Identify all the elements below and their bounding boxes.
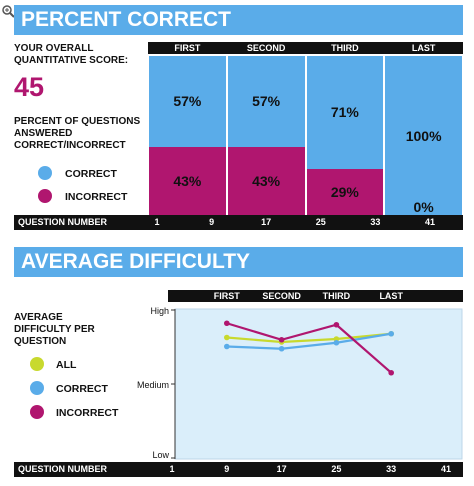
series-incorrect-point-2 xyxy=(333,321,340,328)
bar-x-tick-1: 1 xyxy=(154,217,160,227)
line-header-third: THIRD xyxy=(322,291,351,301)
bar-header-second: SECOND xyxy=(246,43,286,53)
line-x-tick-41: 41 xyxy=(440,464,451,474)
question-number-bar-1 xyxy=(14,215,463,230)
series-all-point-0 xyxy=(224,334,230,341)
pct-label-2: ANSWERED xyxy=(14,128,73,139)
y-label-low: Low xyxy=(152,450,169,460)
line-x-tick-17: 17 xyxy=(276,464,287,474)
series-correct-line xyxy=(226,332,392,350)
series-all-line xyxy=(226,332,392,344)
diff-label-1: AVERAGE xyxy=(14,312,63,323)
percent-correct-banner: PERCENT CORRECT xyxy=(14,5,463,35)
bar-header-third: THIRD xyxy=(331,43,359,53)
legend-correct-label: CORRECT xyxy=(65,168,117,180)
legend-all-swatch xyxy=(30,357,44,371)
line-header-second: SECOND xyxy=(262,291,301,301)
line-x-tick-25: 25 xyxy=(331,464,342,474)
series-correct-point-1 xyxy=(278,345,285,352)
line-header-last: LAST xyxy=(379,291,403,301)
diff-label-3: QUESTION xyxy=(14,336,67,347)
bar-x-tick-25: 25 xyxy=(315,217,326,227)
legend-correct-swatch xyxy=(38,166,52,180)
question-number-bar-2 xyxy=(14,462,463,477)
bar-incorrect-first: 43% xyxy=(149,146,226,215)
line-chart: High Medium Low xyxy=(137,306,463,460)
pct-label-3: CORRECT/INCORRECT xyxy=(14,140,126,151)
line-x-tick-9: 9 xyxy=(224,464,230,474)
series-incorrect-point-0 xyxy=(224,320,230,327)
line-x-tick-33: 33 xyxy=(386,464,397,474)
bar-x-tick-17: 17 xyxy=(261,217,272,227)
bar-incorrect-second: 43% xyxy=(227,146,305,215)
series-incorrect-line xyxy=(226,322,392,374)
legend-incorrect2-label: INCORRECT xyxy=(56,407,119,419)
series-correct-point-0 xyxy=(224,343,230,350)
bar-incorrect-third: 29% xyxy=(306,168,384,215)
bar-incorrect-last: 0% xyxy=(413,199,434,215)
legend-all-label: ALL xyxy=(56,359,77,371)
score-value: 45 xyxy=(14,72,45,102)
score-label-1: YOUR OVERALL xyxy=(14,43,94,54)
y-label-high: High xyxy=(150,306,169,316)
bar-chart-header xyxy=(148,42,463,54)
legend-correct2-label: CORRECT xyxy=(56,383,108,395)
bar-correct-first: 57% xyxy=(149,56,226,147)
bar-x-tick-9: 9 xyxy=(209,217,215,227)
average-difficulty-banner: AVERAGE DIFFICULTY xyxy=(14,247,463,277)
legend-correct2-swatch xyxy=(30,381,44,395)
bar-chart-plot: 57% 43% 57% 43% 71% 29% 100% 0% xyxy=(148,56,463,215)
pct-label-1: PERCENT OF QUESTIONS xyxy=(14,116,141,127)
question-number-label-2: QUESTION NUMBER xyxy=(18,464,108,474)
series-correct-point-3 xyxy=(388,330,395,337)
series-correct-point-2 xyxy=(333,339,340,346)
zoom-icon[interactable] xyxy=(1,4,15,18)
bar-correct-second: 57% xyxy=(227,56,305,147)
bar-correct-third: 71% xyxy=(306,56,384,169)
y-label-medium: Medium xyxy=(137,380,169,390)
line-x-tick-1: 1 xyxy=(169,464,175,474)
legend-incorrect-label: INCORRECT xyxy=(65,191,128,203)
bar-x-tick-41: 41 xyxy=(424,217,435,227)
bar-x-tick-33: 33 xyxy=(370,217,381,227)
bar-correct-last: 100% xyxy=(385,56,462,215)
legend-incorrect2-swatch xyxy=(30,405,44,419)
question-number-label-1: QUESTION NUMBER xyxy=(18,217,108,227)
line-header-first: FIRST xyxy=(213,291,240,301)
bar-header-last: LAST xyxy=(411,43,436,53)
series-incorrect-point-3 xyxy=(388,369,395,376)
bar-header-first: FIRST xyxy=(174,43,201,53)
line-plot-area xyxy=(174,308,463,460)
score-label-2: QUANTITATIVE SCORE: xyxy=(14,55,129,66)
diff-label-2: DIFFICULTY PER xyxy=(14,324,95,335)
series-incorrect-point-1 xyxy=(278,336,285,343)
line-chart-header xyxy=(168,290,463,302)
legend-incorrect-swatch xyxy=(38,189,52,203)
